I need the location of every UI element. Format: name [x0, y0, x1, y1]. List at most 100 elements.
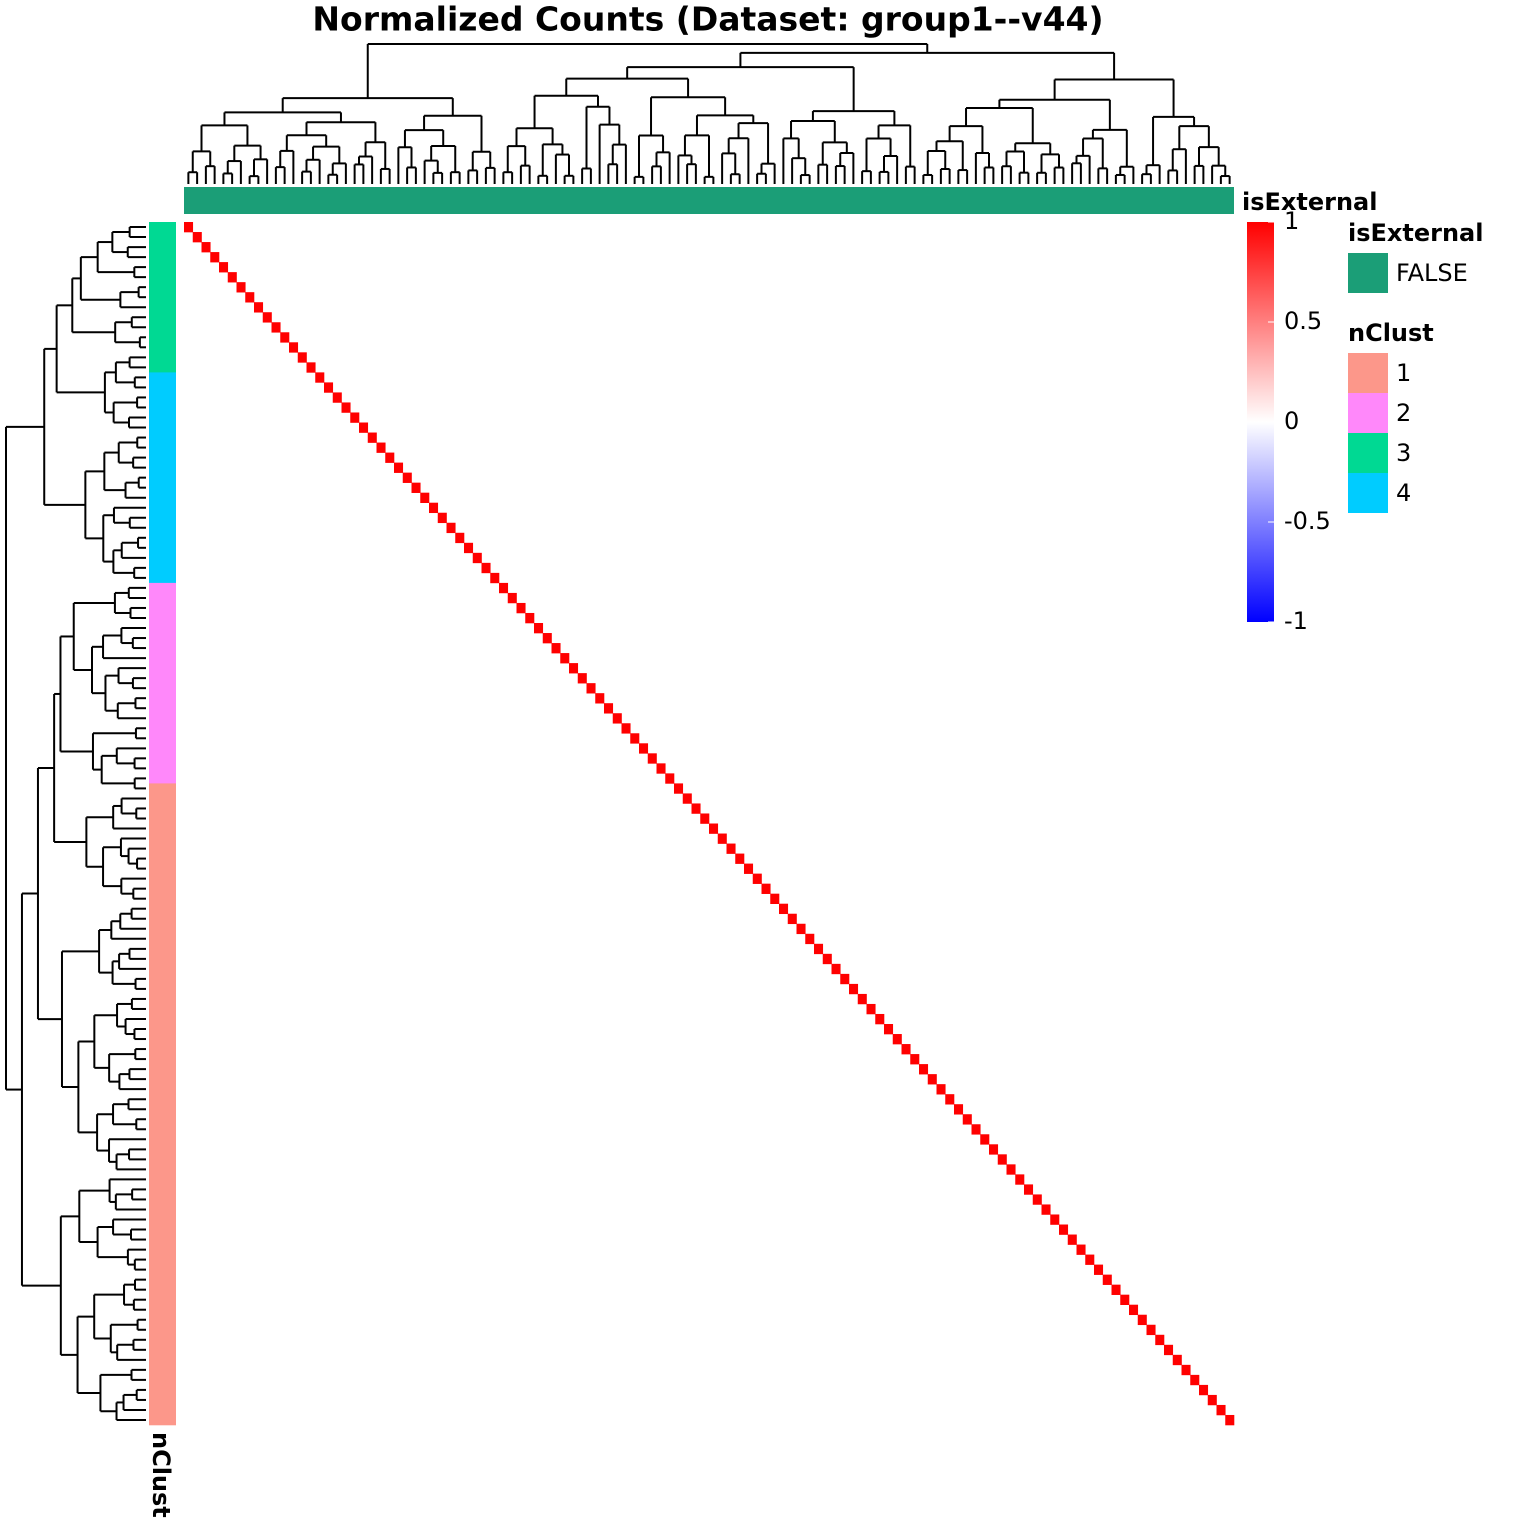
- heatmap-cell: [700, 813, 710, 824]
- heatmap-cell: [901, 1044, 911, 1055]
- heatmap-cell: [192, 232, 202, 243]
- heatmap-cell: [752, 873, 762, 884]
- heatmap-cell: [691, 803, 701, 814]
- heatmap-cell: [507, 592, 517, 604]
- heatmap-cell: [1172, 1354, 1182, 1366]
- legend-label: 2: [1396, 399, 1411, 427]
- heatmap-cell: [1225, 1414, 1235, 1426]
- heatmap-cell: [1216, 1404, 1226, 1416]
- row-annotation-segment: [149, 783, 176, 1426]
- heatmap-cell: [219, 262, 229, 273]
- heatmap-cell: [184, 222, 194, 233]
- heatmap-cell: [262, 312, 272, 323]
- heatmap-cell: [551, 643, 561, 654]
- heatmap-cell: [271, 322, 281, 333]
- chart-title: Normalized Counts (Dataset: group1--v44): [312, 0, 1103, 39]
- legend-title: nClust: [1348, 319, 1434, 347]
- heatmap-cell: [542, 633, 552, 644]
- heatmap-cell: [402, 472, 412, 483]
- heatmap-cell: [464, 542, 474, 554]
- colorbar-tick-label: 0.5: [1284, 307, 1322, 335]
- heatmap-cell: [236, 282, 246, 293]
- heatmap-cell: [1137, 1314, 1147, 1326]
- heatmap-cell: [840, 973, 850, 985]
- heatmap-cell: [1024, 1184, 1034, 1195]
- heatmap-cell: [341, 402, 351, 413]
- heatmap-cell: [315, 372, 325, 383]
- heatmap-cell: [709, 823, 719, 834]
- heatmap-cell: [1155, 1334, 1165, 1346]
- heatmap-cell: [1207, 1394, 1217, 1406]
- heatmap-cell: [989, 1144, 999, 1155]
- heatmap-cell: [980, 1134, 990, 1145]
- legend-swatch: [1348, 433, 1388, 473]
- heatmap-cell: [665, 773, 675, 784]
- legend-label: 3: [1396, 439, 1411, 467]
- heatmap-cell: [437, 512, 447, 524]
- heatmap-cell: [936, 1084, 946, 1095]
- heatmap-cell: [446, 522, 456, 534]
- heatmap-cell: [429, 502, 439, 514]
- heatmap-cell: [280, 332, 290, 343]
- heatmap-cell: [411, 482, 421, 493]
- heatmap-cell: [744, 863, 754, 874]
- heatmap-cell: [490, 572, 500, 584]
- heatmap-cell: [674, 783, 684, 794]
- heatmap-cell: [1164, 1344, 1174, 1356]
- legend-swatch: [1348, 393, 1388, 433]
- heatmap-cell: [779, 903, 789, 915]
- heatmap-cell: [359, 422, 369, 433]
- heatmap-cell: [525, 612, 535, 624]
- heatmap-cell: [499, 582, 509, 594]
- heatmap-cell: [954, 1104, 964, 1115]
- heatmap-cell: [254, 302, 264, 313]
- heatmap-cell: [306, 362, 316, 373]
- heatmap-cell: [1129, 1304, 1139, 1316]
- heatmap-cell: [1041, 1204, 1051, 1215]
- heatmap-cell: [201, 242, 211, 253]
- heatmap-cell: [945, 1094, 955, 1105]
- heatmap-cell: [481, 562, 491, 574]
- heatmap-cell: [1059, 1224, 1069, 1235]
- row-annotation-name: nClust: [147, 1432, 175, 1518]
- heatmap-cell: [376, 442, 386, 453]
- heatmap-cell: [971, 1124, 981, 1135]
- heatmap-cell: [997, 1154, 1007, 1165]
- heatmap-cell: [1076, 1244, 1086, 1255]
- colorbar-tick-label: 1: [1284, 207, 1299, 235]
- column-annotation-name: isExternal: [1242, 188, 1377, 216]
- heatmap-cell: [350, 412, 360, 423]
- heatmap-cell: [297, 352, 307, 363]
- heatmap-cell: [1085, 1254, 1095, 1265]
- heatmap-cell: [289, 342, 299, 353]
- heatmap-cell: [892, 1034, 902, 1045]
- heatmap-cell: [560, 653, 570, 664]
- heatmap-cell: [814, 943, 824, 955]
- heatmap-cell: [245, 292, 255, 303]
- heatmap-cell: [1120, 1294, 1130, 1305]
- heatmap-cell: [857, 993, 867, 1005]
- heatmap-cell: [569, 663, 579, 674]
- heatmap-cell: [849, 983, 859, 995]
- legend-title: isExternal: [1348, 219, 1483, 247]
- dendrograms: [5, 43, 1231, 1421]
- heatmap-cell: [1032, 1194, 1042, 1205]
- legend-label: FALSE: [1396, 259, 1468, 287]
- row-annotation-segment: [149, 582, 176, 784]
- heatmap-cell: [1111, 1284, 1121, 1295]
- heatmap-cell: [761, 883, 771, 894]
- colorbar-tick-label: -0.5: [1284, 507, 1331, 535]
- heatmap-cell: [919, 1064, 929, 1075]
- heatmap-cell: [534, 623, 544, 634]
- heatmap-cell: [595, 693, 605, 704]
- heatmap-cell: [210, 252, 220, 263]
- legend-label: 1: [1396, 359, 1411, 387]
- heatmap-cell: [884, 1024, 894, 1035]
- legend-swatch: [1348, 473, 1388, 513]
- heatmap-cell: [455, 532, 465, 544]
- heatmap-cell: [385, 452, 395, 463]
- heatmap-cell: [577, 673, 587, 684]
- heatmap-cell: [647, 753, 657, 764]
- heatmap-cell: [866, 1003, 876, 1015]
